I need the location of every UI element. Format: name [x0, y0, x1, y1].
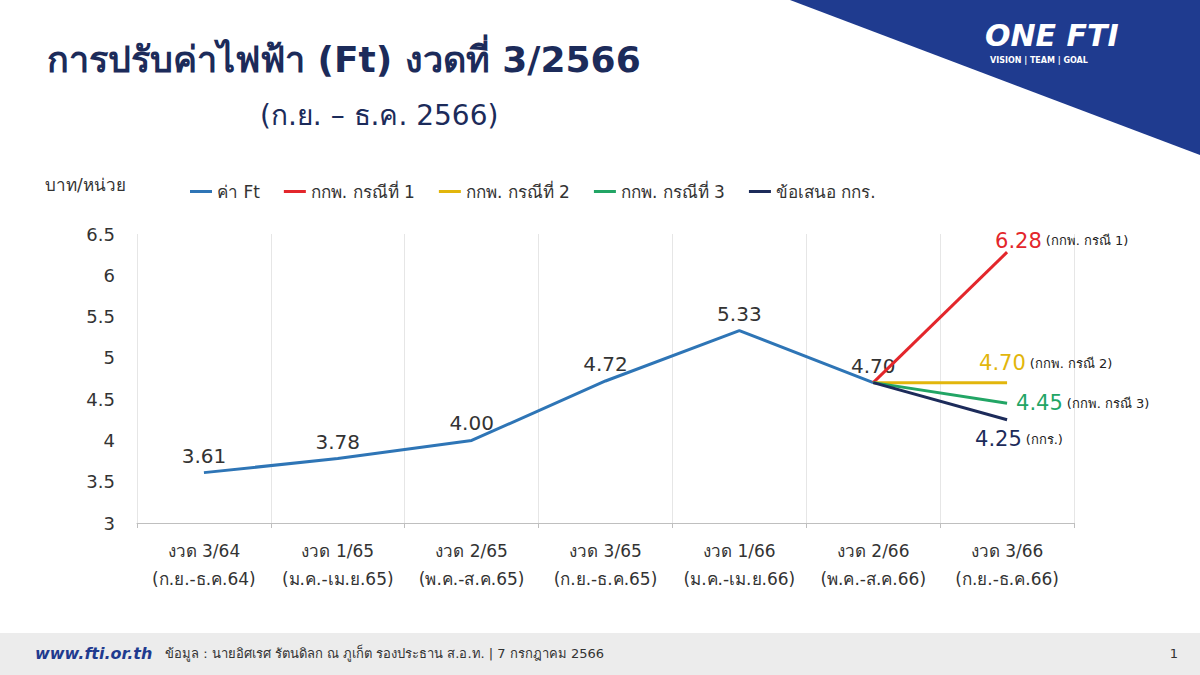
svg-text:(กกพ. กรณี 1): (กกพ. กรณี 1) — [1046, 233, 1129, 248]
svg-text:งวด 1/65: งวด 1/65 — [301, 541, 374, 561]
svg-text:6.5: 6.5 — [86, 224, 115, 245]
svg-text:งวด 3/64: งวด 3/64 — [168, 541, 241, 561]
svg-text:1: 1 — [1170, 646, 1178, 661]
svg-text:(กกพ. กรณี 2): (กกพ. กรณี 2) — [1030, 356, 1113, 371]
svg-text:5.33: 5.33 — [717, 302, 762, 326]
svg-text:งวด 1/66: งวด 1/66 — [703, 541, 776, 561]
svg-text:(ก.ย.-ธ.ค.65): (ก.ย.-ธ.ค.65) — [554, 569, 658, 589]
svg-text:4.00: 4.00 — [449, 411, 494, 435]
svg-text:3.5: 3.5 — [86, 471, 115, 492]
svg-text:กกพ. กรณีที่ 2: กกพ. กรณีที่ 2 — [466, 180, 570, 202]
svg-text:4.5: 4.5 — [86, 389, 115, 410]
svg-text:VISION | TEAM | GOAL: VISION | TEAM | GOAL — [990, 56, 1088, 65]
svg-text:(ม.ค.-เม.ย.66): (ม.ค.-เม.ย.66) — [684, 569, 796, 589]
svg-text:(ก.ย.-ธ.ค.64): (ก.ย.-ธ.ค.64) — [152, 569, 256, 589]
svg-text:งวด 3/66: งวด 3/66 — [971, 541, 1044, 561]
svg-text:6: 6 — [104, 265, 115, 286]
svg-text:(พ.ค.-ส.ค.65): (พ.ค.-ส.ค.65) — [419, 569, 525, 589]
svg-text:3.61: 3.61 — [182, 444, 227, 468]
svg-text:ข้อเสนอ กกร.: ข้อเสนอ กกร. — [776, 182, 876, 202]
svg-text:4.70: 4.70 — [850, 353, 896, 378]
svg-text:4: 4 — [104, 430, 115, 451]
svg-text:5: 5 — [104, 347, 115, 368]
svg-text:www.fti.or.th: www.fti.or.th — [35, 644, 152, 663]
svg-text:การปรับค่าไฟฟ้า (Ft) งวดที่ 3/: การปรับค่าไฟฟ้า (Ft) งวดที่ 3/2566 — [47, 34, 641, 80]
svg-text:4.25: 4.25 — [975, 427, 1022, 451]
svg-text:4.70: 4.70 — [979, 351, 1026, 375]
svg-text:ONE FTI: ONE FTI — [985, 18, 1119, 53]
svg-text:งวด 2/66: งวด 2/66 — [837, 541, 910, 561]
svg-text:(กกพ. กรณี 3): (กกพ. กรณี 3) — [1067, 396, 1150, 411]
svg-text:6.28: 6.28 — [995, 229, 1042, 253]
svg-text:(ก.ย. – ธ.ค. 2566): (ก.ย. – ธ.ค. 2566) — [260, 99, 498, 132]
svg-text:3.78: 3.78 — [316, 430, 361, 454]
svg-text:(ม.ค.-เม.ย.65): (ม.ค.-เม.ย.65) — [282, 569, 394, 589]
svg-text:ข้อมูล : นายอิศเรศ รัตนดิลก ณ: ข้อมูล : นายอิศเรศ รัตนดิลก ณ ภูเก็ต รอง… — [165, 644, 604, 662]
svg-text:(กกร.): (กกร.) — [1026, 432, 1063, 447]
svg-text:ค่า Ft: ค่า Ft — [217, 182, 260, 202]
svg-text:บาท/หน่วย: บาท/หน่วย — [45, 175, 126, 195]
svg-text:4.72: 4.72 — [583, 352, 628, 376]
svg-text:3: 3 — [104, 513, 115, 534]
svg-text:กกพ. กรณีที่ 1: กกพ. กรณีที่ 1 — [311, 180, 415, 202]
svg-text:4.45: 4.45 — [1016, 391, 1063, 415]
svg-text:งวด 2/65: งวด 2/65 — [435, 541, 508, 561]
svg-text:(ก.ย.-ธ.ค.66): (ก.ย.-ธ.ค.66) — [955, 569, 1059, 589]
svg-text:(พ.ค.-ส.ค.66): (พ.ค.-ส.ค.66) — [820, 569, 926, 589]
svg-text:5.5: 5.5 — [86, 306, 115, 327]
svg-text:งวด 3/65: งวด 3/65 — [569, 541, 642, 561]
svg-text:กกพ. กรณีที่ 3: กกพ. กรณีที่ 3 — [621, 180, 725, 202]
